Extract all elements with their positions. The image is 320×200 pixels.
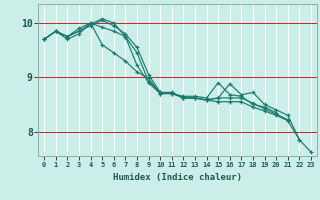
- X-axis label: Humidex (Indice chaleur): Humidex (Indice chaleur): [113, 173, 242, 182]
